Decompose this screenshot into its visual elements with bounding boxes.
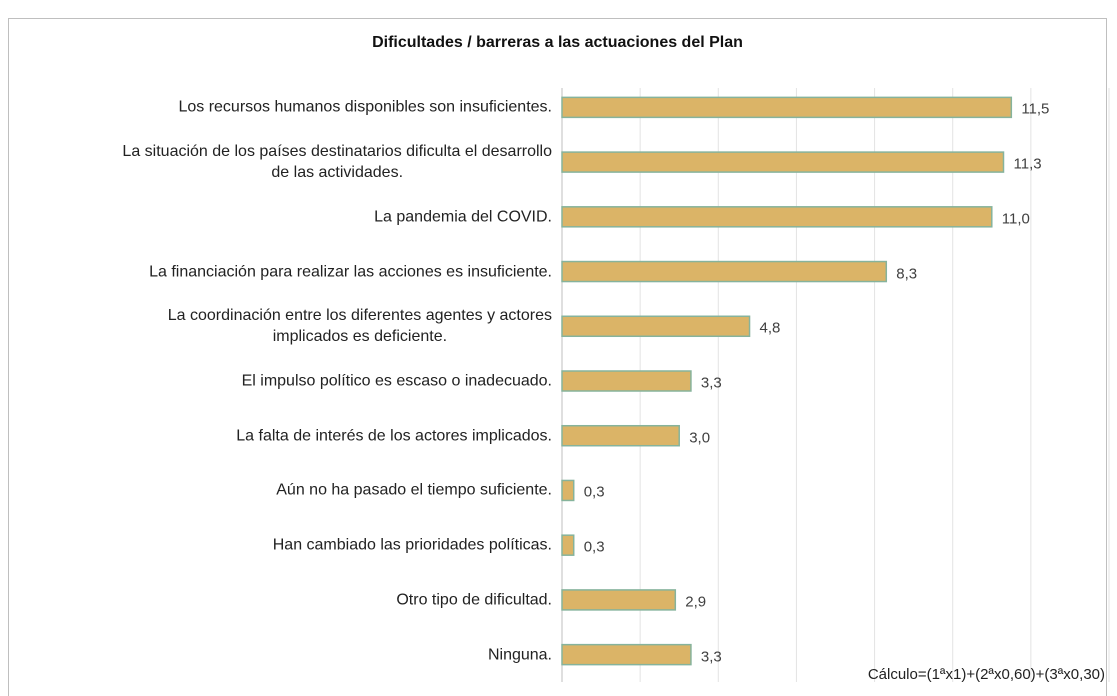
data-label: 0,3 [583,538,605,556]
bar [561,589,677,611]
bar [561,151,1005,173]
bar [561,315,751,338]
category-label: Han cambiado las prioridades políticas. [0,535,552,556]
data-label: 11,0 [1001,210,1030,228]
bar [561,643,692,666]
data-label: 11,3 [1013,155,1042,173]
category-label: La situación de los países destinatarios… [0,141,552,183]
data-label: 3,3 [700,374,722,392]
category-label: Otro tipo de dificultad. [0,589,552,610]
category-label: La falta de interés de los actores impli… [0,425,552,446]
bar [561,260,888,283]
category-label: Los recursos humanos disponibles son ins… [0,97,552,118]
category-text: La pandemia del COVID. [374,208,552,226]
category-label: Aún no ha pasado el tiempo suficiente. [0,480,552,501]
data-label: 3,0 [689,429,711,447]
bar [561,424,680,447]
category-text: Aún no ha pasado el tiempo suficiente. [276,481,552,499]
category-text: Los recursos humanos disponibles son ins… [178,98,552,116]
category-label: La pandemia del COVID. [0,206,552,227]
annotation: Cálculo=(1ªx1)+(2ªx0,60)+(3ªx0,30) [867,666,1105,683]
data-label: 3,3 [700,648,722,666]
data-label: 8,3 [896,265,918,283]
category-label: Ninguna. [0,644,552,665]
category-text: La coordinación entre los diferentes age… [167,307,552,346]
chart-frame [8,18,1107,696]
data-label: 0,3 [583,483,605,501]
bar [561,206,993,228]
data-label: 4,8 [759,319,781,337]
category-label: El impulso político es escaso o inadecua… [0,371,552,392]
category-text: La falta de interés de los actores impli… [236,427,552,445]
chart-title: Dificultades / barreras a las actuacione… [372,34,743,51]
bar [561,96,1013,119]
bar [561,534,575,556]
data-label: 11,5 [1021,100,1050,118]
category-text: La situación de los países destinatarios… [122,143,552,182]
category-text: El impulso político es escaso o inadecua… [241,372,552,390]
category-text: Otro tipo de dificultad. [396,591,552,609]
data-label: 2,9 [685,593,707,611]
category-label: La coordinación entre los diferentes age… [0,305,552,347]
bar [561,479,575,502]
category-text: La financiación para realizar las accion… [149,263,552,281]
category-text: Ninguna. [487,646,552,664]
category-text: Han cambiado las prioridades políticas. [272,536,552,554]
category-label: La financiación para realizar las accion… [0,261,552,282]
bar [561,370,692,392]
